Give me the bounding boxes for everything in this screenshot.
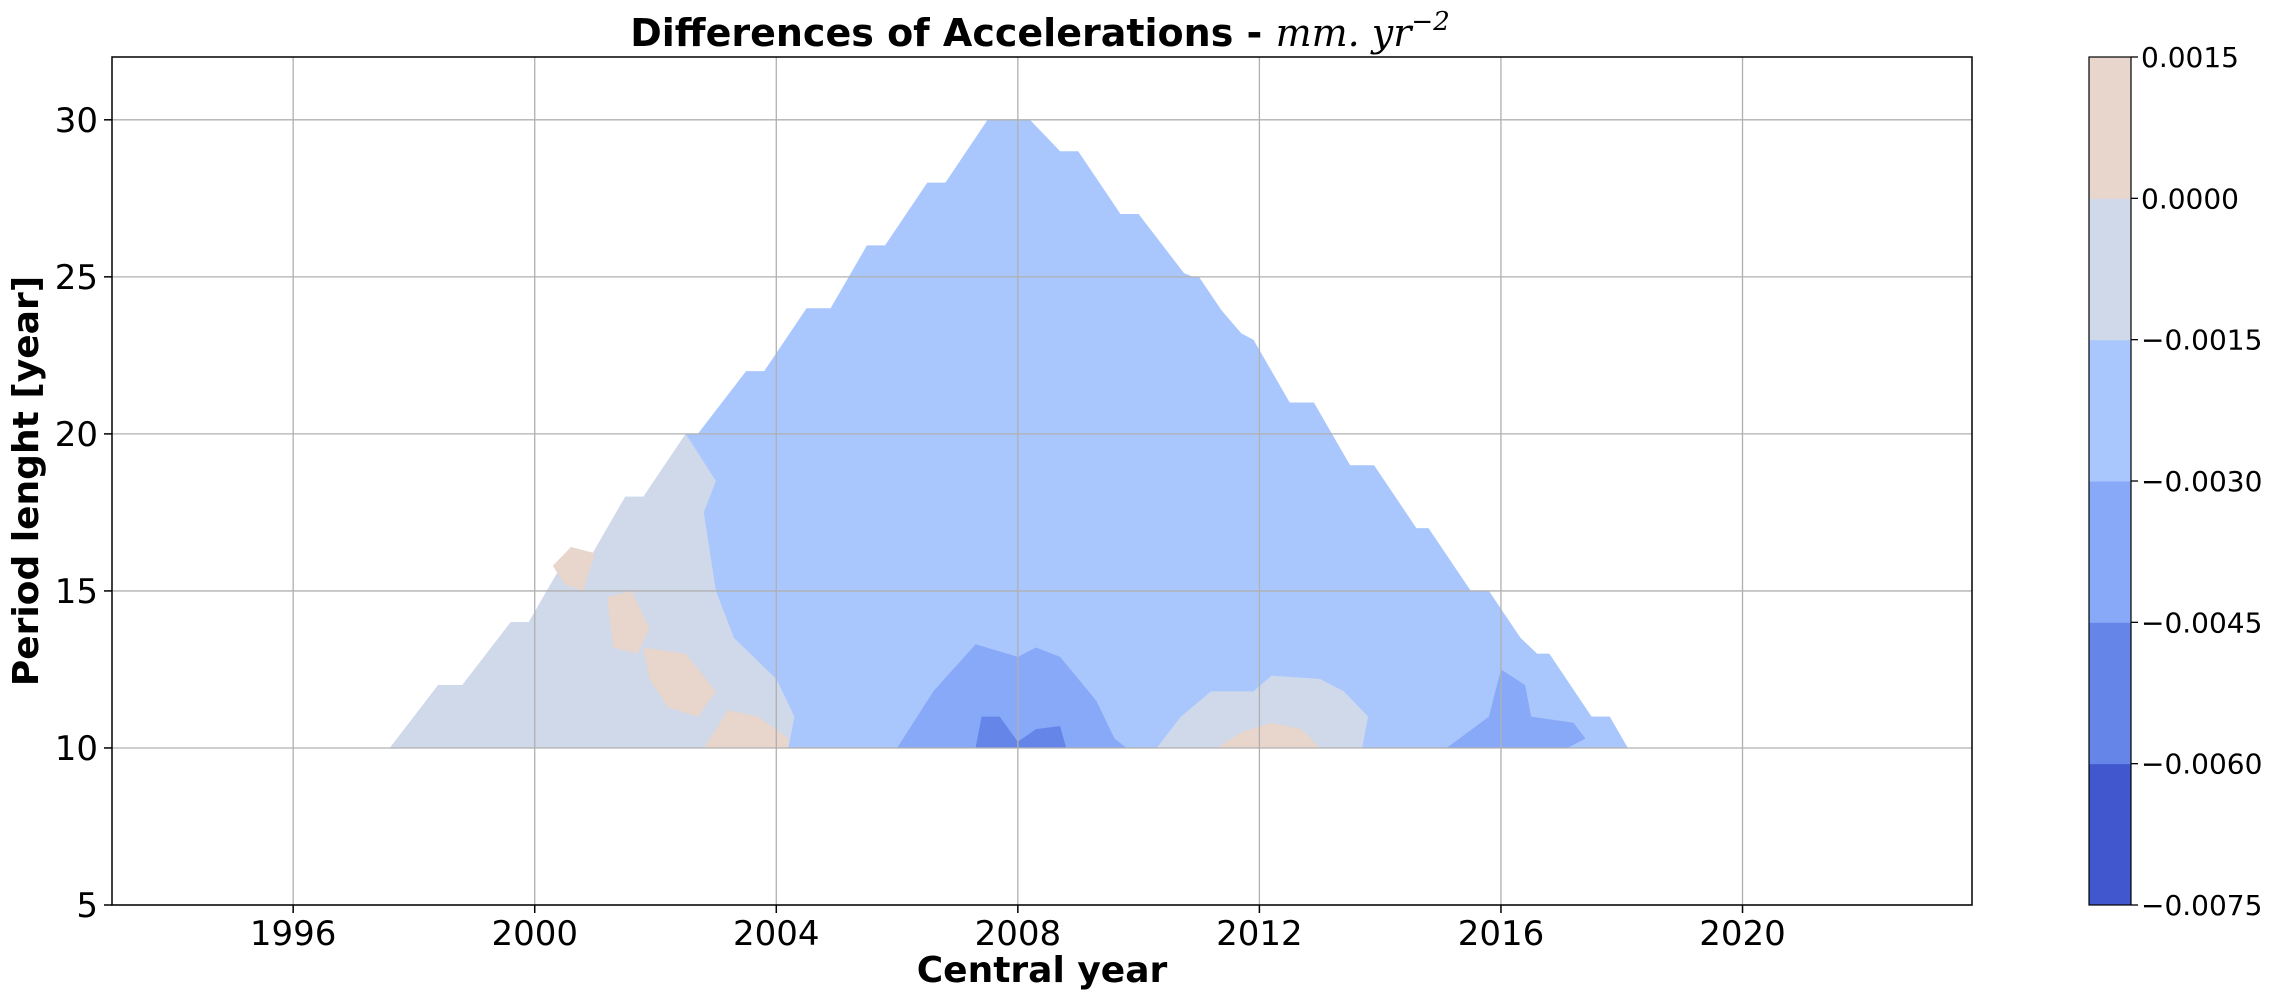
colorbar-segment <box>2089 622 2131 765</box>
contour-region-5 <box>703 710 789 748</box>
contour-region-4 <box>643 647 716 717</box>
y-tick-label: 20 <box>55 415 98 455</box>
colorbar-segment <box>2089 481 2131 623</box>
x-tick-label: 2020 <box>1699 914 1786 954</box>
x-axis-ticks: 1996 2000 2004 2008 2012 2016 2020 <box>250 905 1786 954</box>
colorbar-segment <box>2089 57 2131 199</box>
chart-title: Differences of Accelerations - mm. yr−2 <box>630 7 1450 55</box>
contour-region-8 <box>1217 722 1320 748</box>
colorbar-segment <box>2089 763 2131 906</box>
colorbar-tick-label: 0.0000 <box>2141 182 2239 215</box>
colorbar: −0.0075 −0.0060 −0.0045 −0.0030 −0.0015 0.000… <box>2088 41 2262 922</box>
plot-frame <box>111 56 1973 906</box>
x-axis-title: Central year <box>917 950 1168 991</box>
colorbar-tick-label: −0.0030 <box>2141 465 2262 498</box>
colorbar-tick-label: −0.0015 <box>2141 324 2262 357</box>
colorbar-tick-label: −0.0045 <box>2141 606 2262 639</box>
x-tick-label: 2004 <box>733 914 820 954</box>
colorbar-tick-label: −0.0060 <box>2141 748 2262 781</box>
y-tick-label: 15 <box>55 572 98 612</box>
contour-region-3 <box>607 590 650 654</box>
x-tick-label: 2012 <box>1216 914 1303 954</box>
contour-region-12 <box>975 716 1067 748</box>
y-tick-label: 30 <box>55 101 98 141</box>
plot-area: 1996 2000 2004 2008 2012 2016 2020 5 10 15 20 25 30 <box>55 56 1973 954</box>
contour-region-11 <box>897 644 1127 748</box>
contour-region-10 <box>1446 669 1586 748</box>
x-tick-label: 2016 <box>1458 914 1545 954</box>
colorbar-tick-label: 0.0015 <box>2141 41 2239 74</box>
y-axis-title: Period lenght [year] <box>6 276 47 686</box>
y-tick-label: 25 <box>55 258 98 298</box>
colorbar-segment <box>2089 339 2131 482</box>
y-tick-label: 10 <box>55 729 98 769</box>
contour-region-6 <box>836 264 1356 748</box>
colorbar-segment <box>2089 198 2131 341</box>
contour-region-7 <box>1156 675 1369 748</box>
y-axis-ticks: 5 10 15 20 25 30 <box>55 101 112 926</box>
contour-region-2 <box>552 547 596 591</box>
x-tick-label: 2000 <box>491 914 578 954</box>
x-tick-label: 1996 <box>250 914 337 954</box>
x-tick-label: 2008 <box>975 914 1062 954</box>
colorbar-tick-label: −0.0075 <box>2141 889 2262 922</box>
y-tick-label: 5 <box>76 886 98 926</box>
grid-lines <box>112 57 1972 906</box>
